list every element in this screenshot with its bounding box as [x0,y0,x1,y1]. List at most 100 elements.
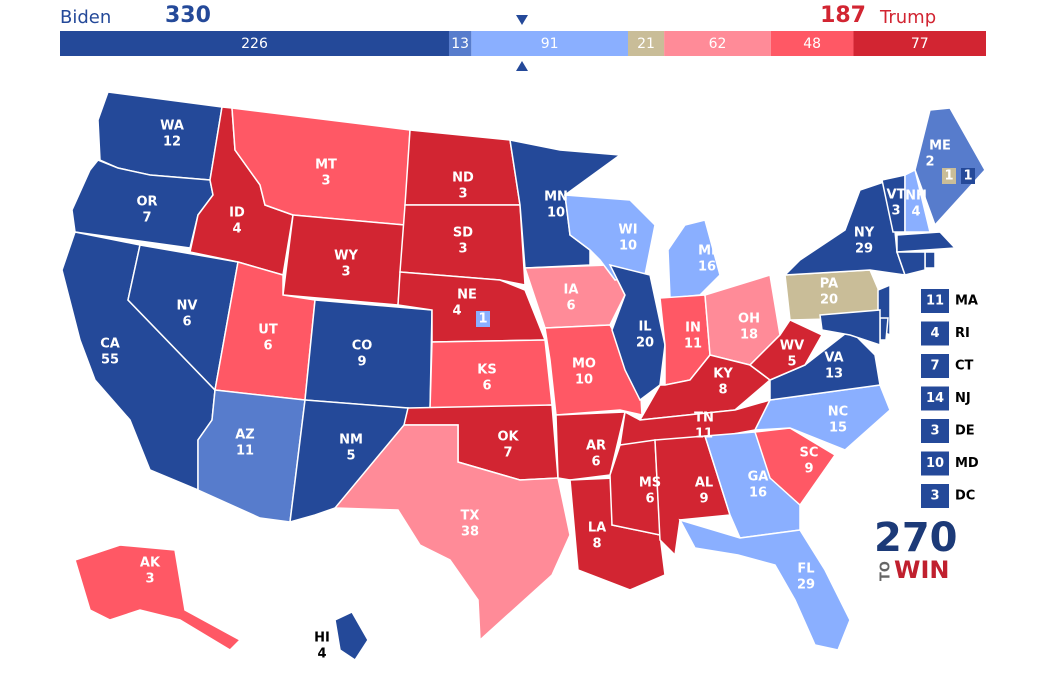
state-abbr: KS [477,363,496,378]
state-abbr: NY [854,226,875,241]
bar-segment [448,31,472,56]
logo-to: TO [879,561,894,581]
small-state-box[interactable] [921,484,949,508]
state-abbr: PA [820,277,838,292]
small-state-ev: 10 [926,456,944,471]
state-ev: 8 [718,383,727,398]
right-total: 187 [820,3,866,28]
small-state-box[interactable] [921,386,949,411]
state-abbr: IA [564,283,579,298]
state-ev: 9 [357,355,366,370]
state-shape[interactable] [333,424,571,642]
small-state-abbr: DE [955,424,975,439]
state-shape[interactable] [74,544,242,651]
small-state-box[interactable] [921,289,949,313]
state-shape[interactable] [895,251,926,276]
state-abbr: TN [694,411,714,426]
state-abbr: MI [698,244,716,259]
state-abbr: NV [177,299,198,314]
district-ev: 1 [478,312,487,327]
logo-win: WIN [894,556,950,584]
state-abbr: HI [314,631,330,646]
state-shape[interactable] [819,309,881,347]
bar-segment [627,31,665,56]
marker-bottom [516,61,528,71]
small-state-box[interactable] [921,354,949,378]
state-shape[interactable] [896,231,957,253]
small-state-ev: 7 [930,359,939,374]
state-shape[interactable] [748,319,824,381]
state-shape[interactable] [924,251,936,269]
state-ev: 6 [182,315,191,330]
state-ev: 5 [787,355,796,370]
bar-label: 48 [803,36,821,52]
small-state-box[interactable] [921,451,949,476]
state-abbr: AZ [235,428,255,443]
state-abbr: IN [685,321,701,336]
state-ev: 29 [855,242,873,257]
state-shape[interactable] [555,411,626,481]
state-abbr: NC [828,405,848,420]
state-ev: 4 [317,647,326,662]
state-abbr: TX [461,509,480,524]
state-abbr: NM [339,433,363,448]
state-abbr: UT [258,323,278,338]
state-abbr: GA [748,470,769,485]
district-box [476,311,490,327]
state-ev: 10 [619,239,637,254]
state-abbr: SC [800,446,819,461]
state-ev: 15 [829,421,847,436]
state-abbr: ME [929,139,951,154]
state-abbr: WI [618,223,637,238]
state-shape[interactable] [914,107,986,227]
small-state-ev: 3 [930,424,939,439]
state-abbr: VT [887,188,906,203]
state-ev: 10 [547,206,565,221]
state-shape[interactable] [608,263,666,402]
state-ev: 6 [591,455,600,470]
small-state-ev: 3 [930,489,939,504]
state-shape[interactable] [564,194,656,281]
state-shape[interactable] [879,317,889,341]
small-state-ev: 11 [926,294,944,309]
small-state-abbr: CT [955,359,974,374]
state-abbr: CA [100,337,120,352]
state-shape[interactable] [523,264,626,329]
state-abbr: MN [544,190,568,205]
state-ev: 4 [911,205,920,220]
state-abbr: FL [797,562,814,577]
district-box [942,168,956,184]
state-ev: 3 [341,265,350,280]
state-ev: 29 [797,578,815,593]
state-ev: 8 [592,537,601,552]
state-ev: 9 [804,462,813,477]
state-shape[interactable] [399,204,526,286]
state-shape[interactable] [304,299,433,411]
map [61,91,986,662]
state-ev: 5 [346,449,355,464]
state-ev: 38 [461,525,479,540]
state-ev: 4 [452,304,461,319]
state-ev: 11 [236,444,254,459]
left-name: Biden [60,7,111,28]
small-state-box[interactable] [921,419,949,443]
bar-label: 13 [451,36,469,52]
bar-segment [770,31,854,56]
state-ev: 20 [636,336,654,351]
bar-label: 226 [241,36,268,52]
bar-segment [853,31,986,56]
state-shape[interactable] [334,611,369,662]
small-state-ev: 14 [926,391,944,406]
small-state-box[interactable] [921,321,949,346]
small-state-abbr: MD [955,456,979,471]
bar-segment [60,31,449,56]
state-abbr: KY [713,367,733,382]
state-shape[interactable] [678,518,851,651]
state-shape[interactable] [609,439,661,536]
state-abbr: AR [586,439,606,454]
small-state-abbr: DC [955,489,975,504]
state-abbr: VA [824,351,843,366]
state-abbr: ND [452,171,474,186]
state-ev: 13 [825,367,843,382]
